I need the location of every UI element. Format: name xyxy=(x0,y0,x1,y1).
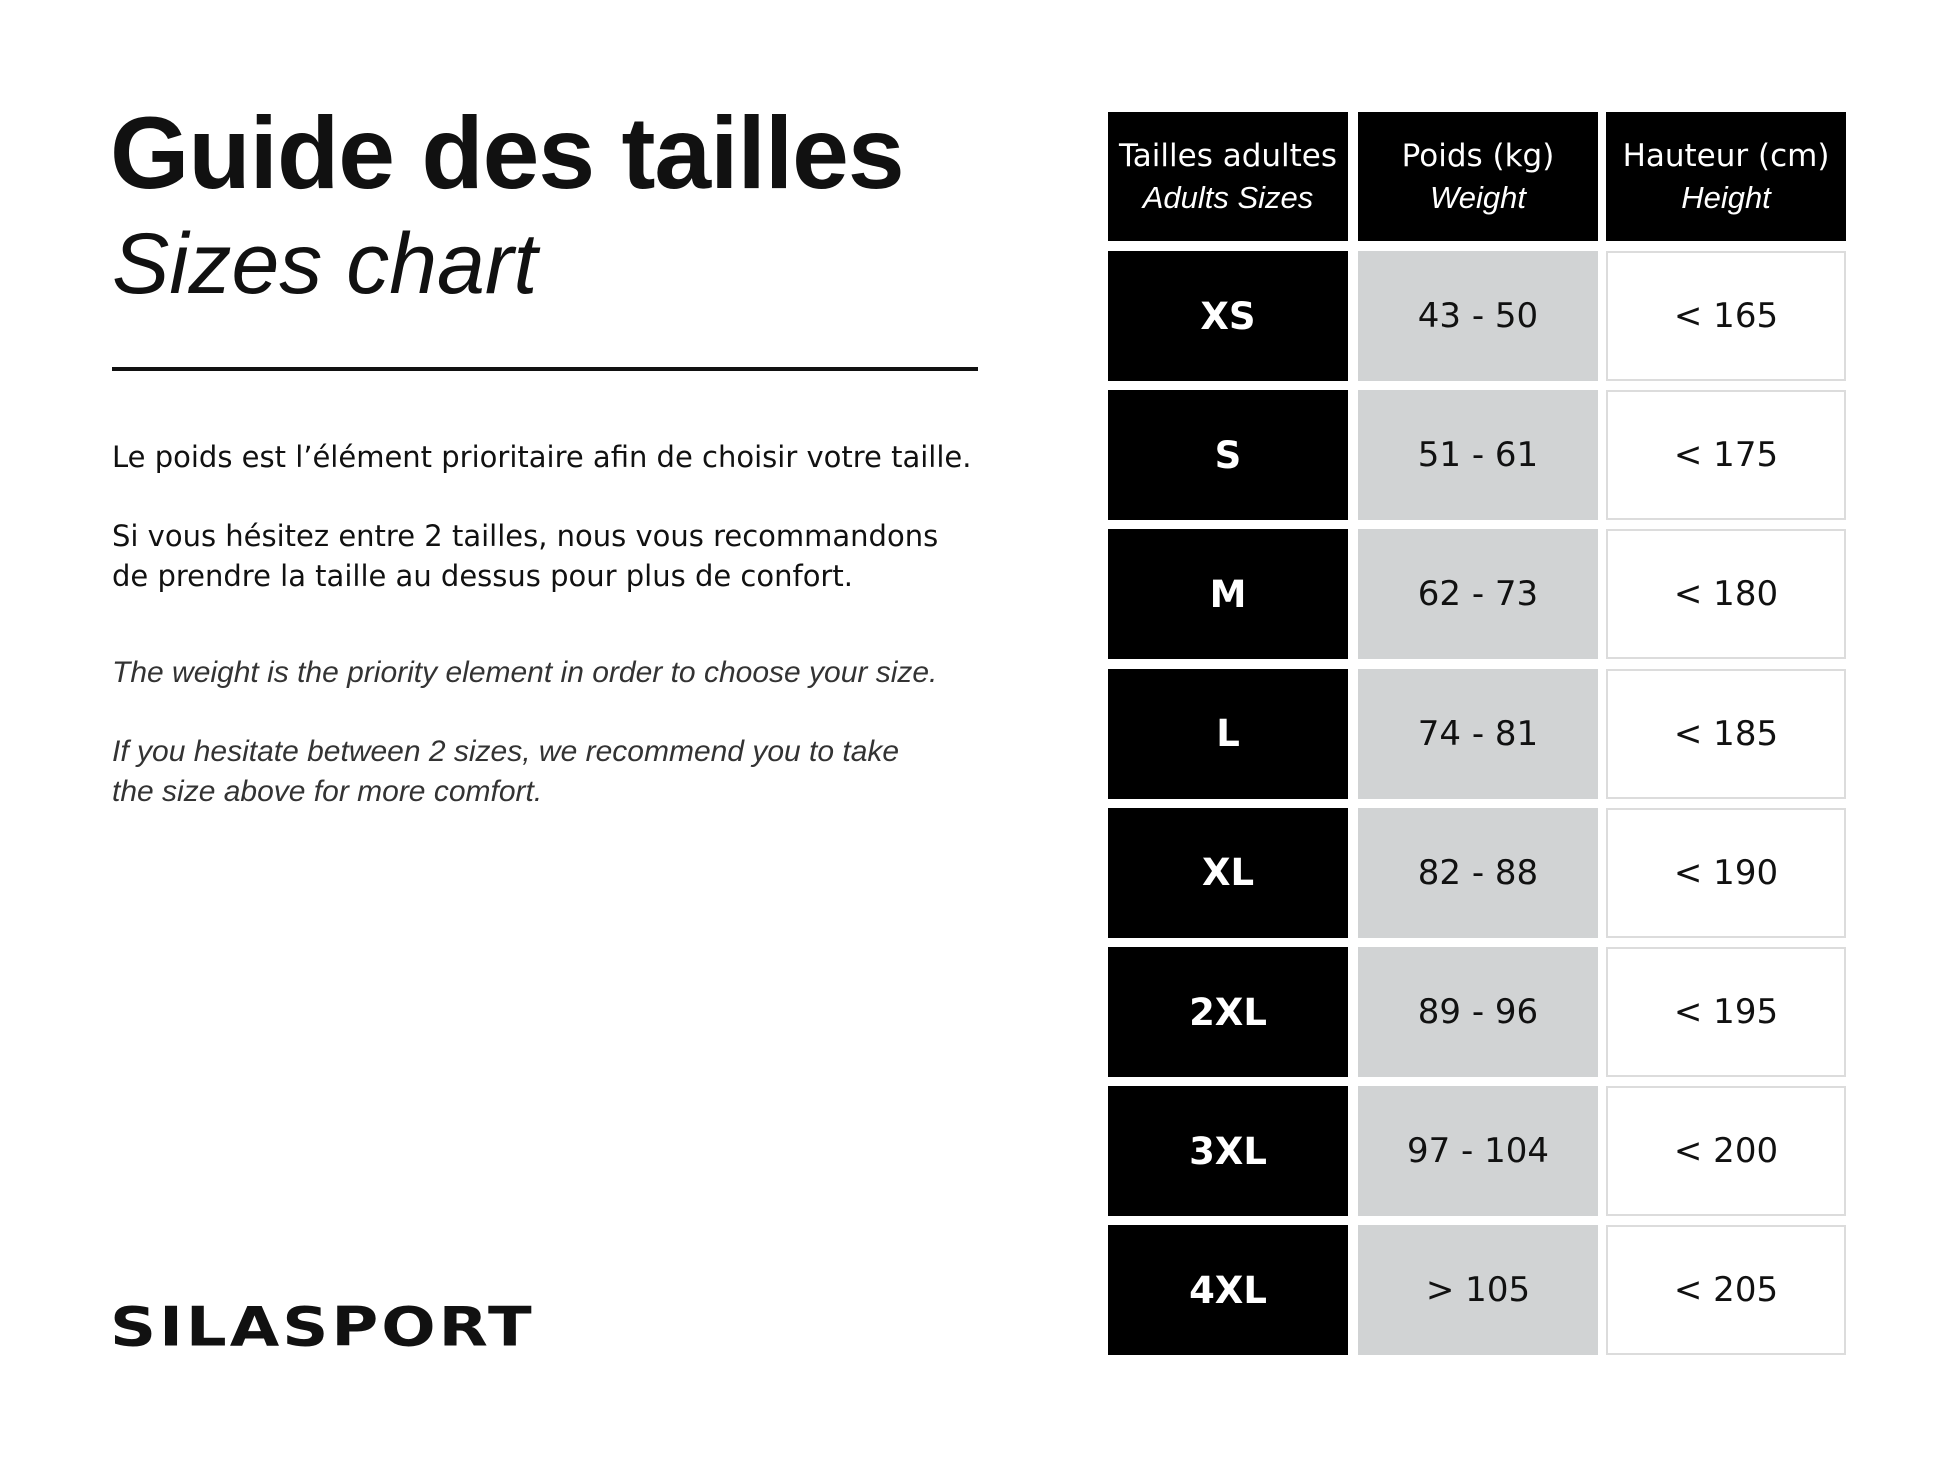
table-cell: XS xyxy=(1108,251,1348,381)
table-cell: 62 - 73 xyxy=(1358,529,1598,660)
table-cell: XL xyxy=(1108,807,1348,938)
text-line: Si vous hésitez entre 2 tailles, nous vo… xyxy=(112,519,939,553)
table-cell: 82 - 88 xyxy=(1358,807,1598,938)
table-cell: S xyxy=(1108,390,1348,521)
title: Guide des tailles xyxy=(110,96,905,210)
table-cell: < 185 xyxy=(1606,668,1846,799)
header-fr: Poids (kg) xyxy=(1401,137,1555,174)
paragraph: Le poids est l’élément prioritaire afin … xyxy=(112,437,971,477)
table-cell: 2XL xyxy=(1108,947,1348,1077)
header-en: Height xyxy=(1681,179,1771,215)
table-cell: M xyxy=(1108,529,1348,660)
paragraph: Si vous hésitez entre 2 tailles, nous vo… xyxy=(112,516,938,596)
paragraph: If you hesitate between 2 sizes, we reco… xyxy=(112,732,899,812)
table-cell: > 105 xyxy=(1358,1225,1598,1356)
table-cell: < 205 xyxy=(1606,1225,1846,1356)
subtitle: Sizes chart xyxy=(112,216,538,312)
column-header: Tailles adultes Adults Sizes xyxy=(1108,112,1348,241)
table-cell: 97 - 104 xyxy=(1358,1086,1598,1217)
text-line: The weight is the priority element in or… xyxy=(112,656,938,689)
table-cell: L xyxy=(1108,668,1348,799)
table-cell: < 175 xyxy=(1606,390,1846,521)
text-line: Le poids est l’élément prioritaire afin … xyxy=(112,440,972,474)
table-cell: < 180 xyxy=(1606,529,1846,660)
table-cell: 43 - 50 xyxy=(1358,251,1598,381)
table-cell: 89 - 96 xyxy=(1358,947,1598,1077)
text-line: de prendre la taille au dessus pour plus… xyxy=(112,559,853,593)
paragraph: The weight is the priority element in or… xyxy=(112,653,937,693)
text-line: If you hesitate between 2 sizes, we reco… xyxy=(112,735,900,768)
divider xyxy=(112,367,978,371)
header-fr: Tailles adultes xyxy=(1118,137,1338,174)
logo: SILASPORT xyxy=(110,1296,535,1359)
table-cell: < 195 xyxy=(1606,947,1846,1077)
table-cell: 74 - 81 xyxy=(1358,668,1598,799)
header-fr: Hauteur (cm) xyxy=(1622,137,1830,174)
column-header: Poids (kg) Weight xyxy=(1358,112,1598,241)
column-header: Hauteur (cm) Height xyxy=(1606,112,1846,241)
table-cell: < 190 xyxy=(1606,807,1846,938)
table-cell: 3XL xyxy=(1108,1086,1348,1217)
header-en: Adults Sizes xyxy=(1142,179,1314,215)
header-en: Weight xyxy=(1430,179,1526,215)
table-cell: < 165 xyxy=(1606,251,1846,381)
table-cell: < 200 xyxy=(1606,1086,1846,1217)
table-cell: 51 - 61 xyxy=(1358,390,1598,521)
text-line: the size above for more comfort. xyxy=(112,775,543,808)
table-cell: 4XL xyxy=(1108,1225,1348,1356)
